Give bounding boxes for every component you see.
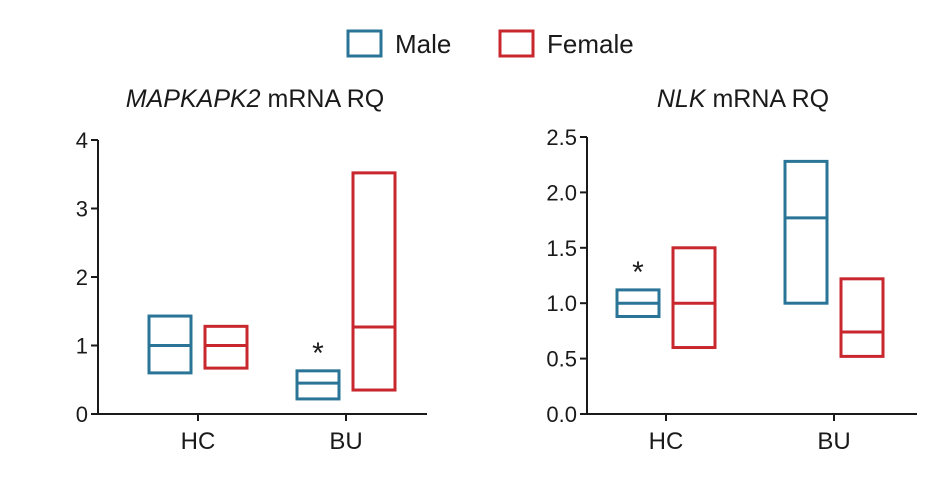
box-male-bu: [295, 369, 341, 401]
legend-label-female: Female: [547, 29, 634, 59]
x-tick-label-bu: BU: [329, 428, 362, 455]
x-tick-label-bu: BU: [817, 428, 850, 455]
significance-star: *: [632, 256, 644, 289]
chart-mapkapk2: MAPKAPK2 mRNA RQ 0 1 2 3 4 HC BU *: [76, 85, 427, 455]
chart-title: NLK mRNA RQ: [657, 85, 829, 113]
y-tick-label: 3: [76, 197, 88, 222]
chart-nlk: NLK mRNA RQ 0.0 0.5 1.0 1.5 2.0 2.5 HC BU *: [546, 85, 917, 455]
y-tick-label: 0.5: [546, 347, 577, 372]
x-tick-label-hc: HC: [649, 428, 684, 455]
legend-swatch-male: [346, 29, 383, 58]
y-tick-label: 1.0: [546, 291, 577, 316]
x-tick-label-hc: HC: [181, 428, 216, 455]
chart-title-suffix: mRNA RQ: [261, 85, 385, 113]
chart-title-gene: MAPKAPK2: [126, 85, 261, 113]
y-tick-label: 4: [76, 128, 88, 153]
box-female-hc: [203, 324, 249, 370]
y-tick-label: 0.0: [546, 402, 577, 427]
legend: Male Female: [346, 29, 634, 59]
y-tick-label: 1: [76, 334, 88, 359]
y-tick-label: 2: [76, 265, 88, 290]
y-tick-label: 1.5: [546, 236, 577, 261]
chart-title: MAPKAPK2 mRNA RQ: [126, 85, 384, 113]
y-tick-label: 0: [76, 402, 88, 427]
box-male-bu: [783, 159, 829, 305]
y-tick-label: 2.5: [546, 125, 577, 150]
box-female-hc: [671, 246, 717, 350]
chart-title-gene: NLK: [657, 85, 707, 113]
significance-star: *: [312, 337, 324, 370]
legend-swatch-female: [498, 29, 535, 58]
chart-title-suffix: mRNA RQ: [706, 85, 830, 113]
y-tick-label: 2.0: [546, 180, 577, 205]
box-female-bu: [351, 171, 397, 392]
box-female-bu: [839, 277, 885, 358]
legend-label-male: Male: [395, 29, 451, 59]
